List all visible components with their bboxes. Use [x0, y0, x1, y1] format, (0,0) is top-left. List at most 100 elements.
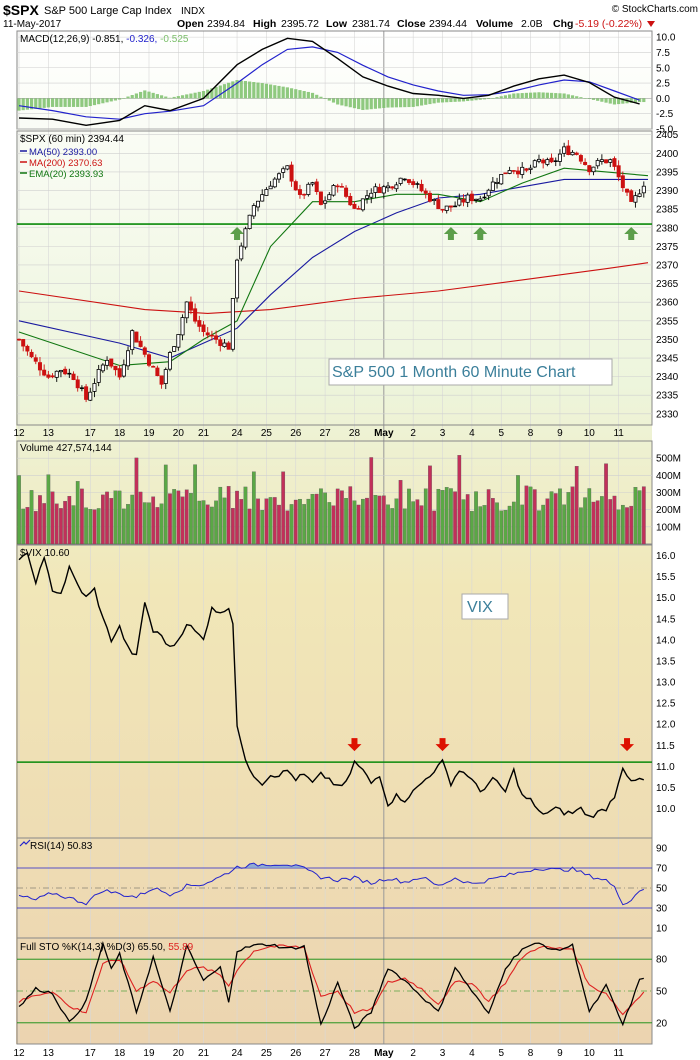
macd-histogram-bar — [440, 98, 445, 103]
candle-body — [243, 228, 248, 248]
credit: © StockCharts.com — [612, 4, 698, 15]
macd-histogram-bar — [277, 85, 281, 99]
candle-body — [46, 374, 51, 378]
low-value: 2381.74 — [352, 18, 390, 30]
volume-bar — [361, 498, 365, 545]
candle — [637, 189, 642, 198]
candle — [562, 142, 567, 157]
candle — [381, 184, 386, 199]
macd-histogram-bar — [348, 98, 352, 108]
candle — [79, 385, 84, 392]
candle — [21, 338, 26, 352]
candle — [591, 166, 596, 176]
rsi-line — [18, 862, 644, 906]
candle-body — [377, 186, 382, 194]
candle-body — [629, 190, 634, 202]
candle-body — [138, 340, 143, 347]
volume-bar — [528, 486, 533, 545]
volume-y-tick-label: 500M — [656, 454, 681, 465]
candle-body — [465, 194, 470, 203]
candle-body — [92, 383, 97, 392]
vix-annotation-text: VIX — [467, 599, 493, 616]
volume-bar — [490, 498, 495, 545]
macd-histogram-bar — [398, 98, 403, 108]
candle-body — [511, 170, 516, 172]
volume-bar — [302, 504, 306, 545]
volume-bar — [113, 490, 118, 545]
macd-histogram-bar — [336, 98, 340, 105]
candle — [121, 359, 126, 378]
macd-y-tick-label: 10.0 — [656, 33, 676, 44]
macd-histogram-bar — [436, 98, 440, 103]
candle — [25, 344, 30, 356]
close-label: Close — [397, 18, 426, 30]
macd-histogram-bar — [461, 98, 466, 102]
volume-bar — [616, 509, 621, 545]
price-title: $SPX (60 min) 2394.44 — [20, 134, 124, 145]
macd-histogram-bar — [428, 98, 432, 105]
x-tick-label: 21 — [198, 1048, 210, 1059]
volume-bar — [558, 488, 562, 545]
candle — [188, 296, 193, 315]
macd-histogram-bar — [524, 92, 528, 99]
candle — [557, 149, 562, 166]
candle-body — [180, 317, 185, 336]
macd-histogram-bar — [269, 84, 273, 99]
support-bounce-arrow-icon — [624, 227, 639, 241]
macd-histogram-bar — [59, 98, 63, 107]
candle — [130, 329, 135, 355]
volume-bar — [172, 489, 177, 545]
price-y-tick-label: 2370 — [656, 260, 679, 271]
candle-body — [641, 185, 646, 194]
candle-body — [356, 208, 361, 210]
candle — [272, 177, 277, 189]
candle — [478, 195, 483, 202]
candle-body — [50, 375, 55, 378]
volume-bar — [33, 511, 38, 545]
macd-histogram-bar — [50, 98, 55, 107]
x-tick-label: 12 — [13, 1048, 25, 1059]
volume-bar — [163, 464, 168, 545]
macd-histogram-bar — [482, 98, 487, 100]
chg-value: -5.19 (-0.22%) — [575, 18, 642, 30]
volume-panel: 500M 400M 300M 200M 100M Volume 427,574,144 — [16, 440, 681, 545]
volume-bar — [444, 487, 449, 545]
candle-body — [193, 308, 198, 322]
volume-bar — [121, 508, 126, 545]
volume-bar — [369, 457, 374, 545]
volume-bar — [348, 486, 353, 545]
candle-body — [126, 350, 131, 367]
volume-bar — [470, 511, 474, 545]
candle — [318, 191, 323, 206]
candle — [33, 354, 38, 365]
macd-histogram-bar — [256, 82, 260, 99]
candle-body — [562, 146, 567, 154]
price-y-tick-label: 2335 — [656, 391, 679, 402]
macd-title-text: MACD(12,26,9) — [20, 34, 92, 45]
support-bounce-arrow-icon — [473, 227, 488, 241]
annotation-box — [328, 358, 613, 386]
macd-histogram-bar — [239, 80, 243, 99]
candle — [230, 298, 235, 352]
candle-body — [536, 158, 541, 162]
panels: 10.0 7.5 5.0 2.5 0.0 -2.5 -5.0 MACD(12,26,9) -0… — [16, 30, 681, 1045]
x-tick-label: 13 — [43, 1048, 55, 1059]
candle — [197, 315, 202, 332]
volume-bar — [109, 498, 114, 545]
vix-y-tick-label: 10.5 — [656, 783, 676, 794]
candle-body — [549, 157, 554, 163]
rsi-panel: 90 70 50 30 10 RSI(14) 50.83 — [16, 837, 668, 939]
volume-bar — [184, 489, 189, 545]
candle-body — [201, 324, 206, 332]
volume-bar — [218, 486, 223, 545]
macd-histogram-bar — [533, 92, 537, 99]
macd-histogram-bar — [25, 98, 29, 110]
volume-bar — [226, 486, 231, 545]
high-label: High — [253, 18, 276, 30]
volume-bar — [247, 508, 252, 545]
candle-body — [595, 160, 600, 167]
candle-body — [130, 330, 135, 351]
candle-body — [495, 181, 500, 184]
candle-body — [344, 187, 349, 197]
macd-histogram-bar — [331, 98, 336, 103]
